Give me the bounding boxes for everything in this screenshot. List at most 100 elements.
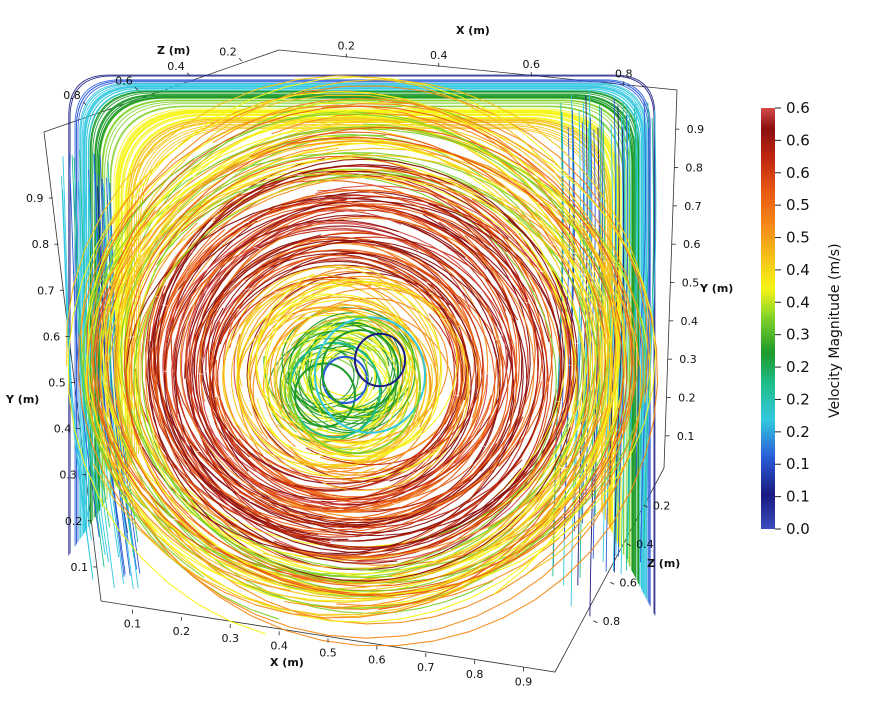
streamline-gap <box>270 327 274 330</box>
streamline <box>180 227 452 505</box>
streamline-gap <box>294 173 303 176</box>
streamline <box>118 122 618 597</box>
streamline-gap <box>309 349 313 353</box>
streamline-gap <box>164 370 172 374</box>
colorbar-tick-label: 0.0 <box>786 520 810 538</box>
streamline <box>90 91 639 583</box>
z-top-tick-label: 0.8 <box>63 89 81 102</box>
y-right-tick-label: 0.2 <box>678 392 696 405</box>
streamline <box>171 184 572 562</box>
streamline <box>187 234 509 501</box>
streamline-gap <box>491 181 494 184</box>
streamline <box>294 336 402 418</box>
streamline <box>158 188 518 531</box>
streamline-gap <box>449 149 456 152</box>
colorbar-tick-label: 0.2 <box>786 358 810 376</box>
streamline-gap <box>553 207 560 211</box>
streamline <box>308 359 403 425</box>
streamline <box>139 128 602 512</box>
streamline <box>134 202 545 542</box>
streamline-gap <box>394 395 398 399</box>
streamline-gap <box>136 445 143 448</box>
z-right-tick-mark <box>609 581 615 585</box>
streamline-gap <box>431 449 439 451</box>
colorbar-tick-label: 0.5 <box>786 196 810 214</box>
z-top-tick-label: 0.6 <box>115 74 133 87</box>
streamline <box>114 112 633 625</box>
colorbar-tick-label: 0.4 <box>786 293 810 311</box>
streamline-gap <box>544 131 550 134</box>
z-right-tick-label: 0.8 <box>603 615 621 628</box>
x-front-tick-label: 0.9 <box>515 675 533 688</box>
streamline <box>130 222 604 558</box>
z-top-tick-label: 0.4 <box>167 60 185 73</box>
streamline <box>620 111 631 575</box>
streamline <box>101 99 631 567</box>
streamline-gap <box>426 167 434 170</box>
z-right-tick-mark <box>626 543 632 547</box>
streamline <box>185 208 498 509</box>
streamline-gap <box>560 174 567 177</box>
colorbar-tick-label: 0.2 <box>786 423 810 441</box>
vortex-core-streamline <box>289 315 421 455</box>
streamline <box>120 156 601 598</box>
streamline <box>130 121 609 525</box>
streamline-gap <box>136 235 143 239</box>
streamline <box>94 94 636 578</box>
streamline <box>99 138 584 604</box>
streamline <box>98 96 634 573</box>
streamline-gap <box>428 537 435 540</box>
streamline <box>165 244 504 513</box>
streamline-gap <box>236 308 243 311</box>
streamline-gap <box>572 342 580 345</box>
streamline-gap <box>567 136 571 139</box>
colorbar-tick-label: 0.5 <box>786 229 810 247</box>
streamline <box>80 83 647 598</box>
streamline <box>77 181 109 562</box>
colorbar-title: Velocity Magnitude (m/s) <box>827 243 843 418</box>
streamline <box>212 237 476 484</box>
streamline-gap <box>320 343 326 345</box>
y-right-tick-label: 0.6 <box>683 238 701 251</box>
y-left-tick-label: 0.6 <box>43 330 61 343</box>
streamline-gap <box>170 518 178 521</box>
streamline-gap <box>297 175 305 177</box>
x-front-tick-label: 0.3 <box>221 632 239 645</box>
streamlines <box>61 74 659 647</box>
x-front-tick-label: 0.6 <box>368 654 386 667</box>
streamline <box>125 197 550 556</box>
streamline <box>190 209 484 551</box>
streamline-gap <box>479 182 485 186</box>
streamline <box>66 75 619 616</box>
streamline-gap <box>452 394 461 397</box>
colorbar-gradient <box>761 108 775 529</box>
streamline <box>69 75 655 614</box>
streamline <box>319 347 394 419</box>
streamline <box>305 268 484 466</box>
streamline <box>613 117 624 571</box>
streamline <box>589 127 600 617</box>
streamline <box>99 100 659 647</box>
streamline-gap <box>498 334 503 337</box>
streamline-gap <box>211 545 219 548</box>
streamline-gap <box>252 246 261 250</box>
streamline-gap <box>423 460 432 463</box>
streamline <box>322 283 470 491</box>
colorbar-labels: 0.6 0.6 0.6 0.5 0.5 0.4 0.4 0.3 0.2 0.2 0.2 0.1 0.1 0… <box>775 99 810 538</box>
streamline-gap <box>366 375 371 379</box>
streamline <box>163 219 399 536</box>
x-back-tick-label: 0.6 <box>523 58 541 71</box>
streamline-gap <box>416 233 421 236</box>
z-top-tick-mark <box>238 57 243 62</box>
streamline <box>291 349 389 435</box>
z-axis-title-top: Z (m) <box>157 44 190 57</box>
streamline <box>627 102 638 542</box>
streamline <box>79 82 648 600</box>
streamline <box>276 303 438 449</box>
x-axis-title-front: X (m) <box>270 656 304 669</box>
streamline <box>256 273 458 457</box>
streamline-gap <box>350 500 358 503</box>
streamline <box>189 205 487 544</box>
streamline-gap <box>360 407 364 410</box>
y-left-tick-label: 0.7 <box>37 284 55 297</box>
